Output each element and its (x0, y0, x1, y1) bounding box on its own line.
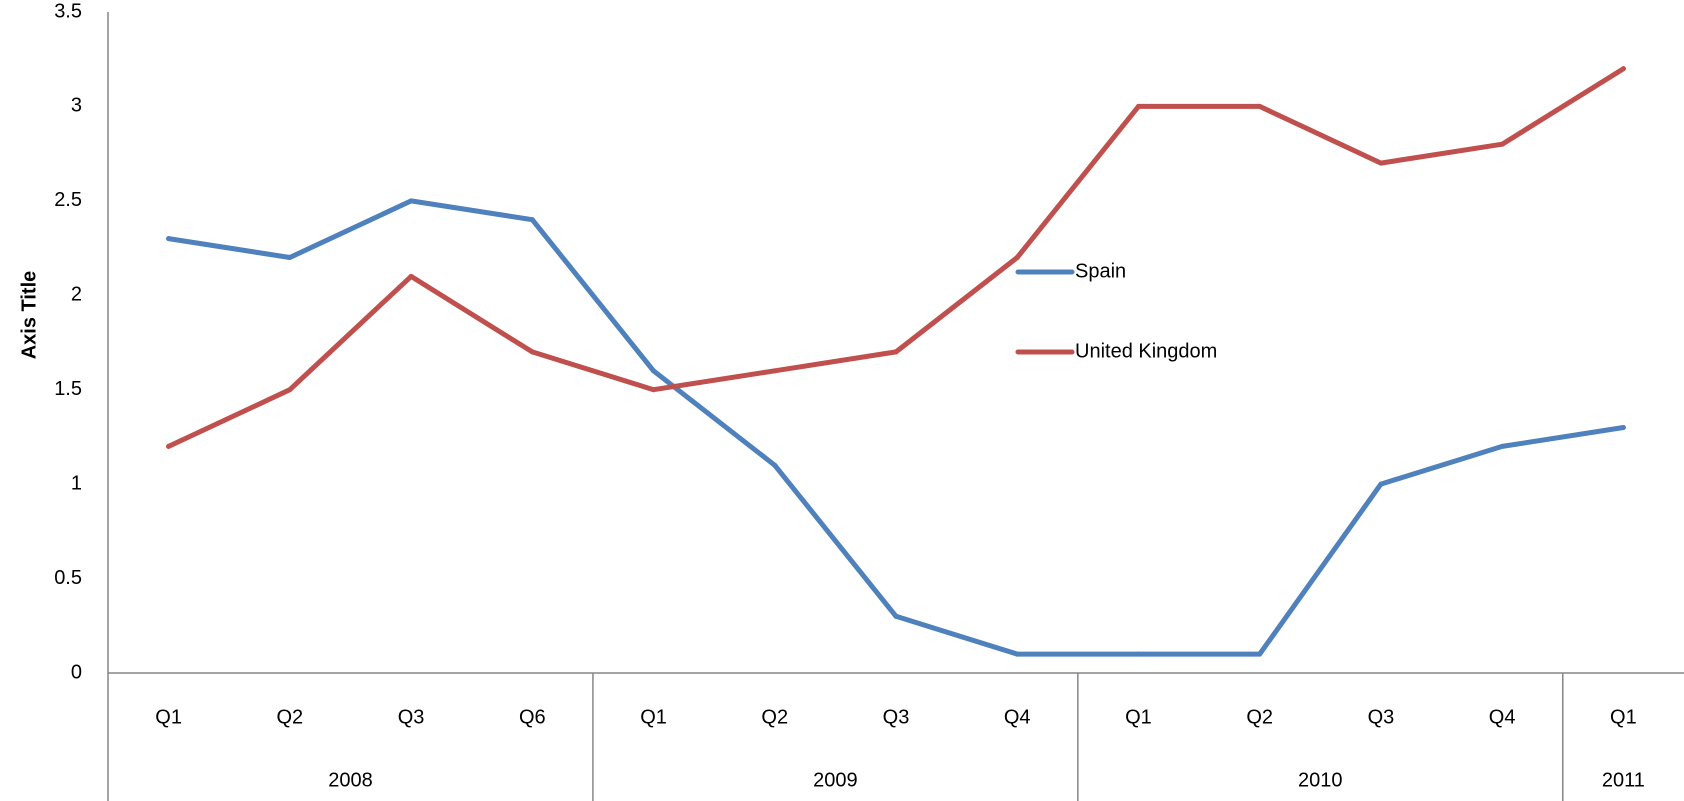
x-group-label: 2009 (813, 769, 858, 791)
y-tick-label: 1 (71, 472, 82, 494)
y-tick-label: 1.5 (54, 378, 82, 400)
data-point (651, 387, 657, 393)
x-tick-label: Q1 (155, 706, 182, 728)
x-tick-label: Q4 (1489, 706, 1516, 728)
data-point (1378, 481, 1384, 487)
data-point (1135, 651, 1141, 657)
x-tick-label: Q3 (1368, 706, 1395, 728)
x-tick-label: Q6 (519, 706, 546, 728)
x-tick-label: Q1 (1610, 706, 1637, 728)
x-group-label: 2010 (1298, 769, 1343, 791)
x-tick-label: Q1 (640, 706, 667, 728)
legend-label: Spain (1075, 260, 1126, 282)
data-point (1135, 103, 1141, 109)
data-point (408, 198, 414, 204)
data-point (651, 368, 657, 374)
data-point (1499, 141, 1505, 147)
data-point (772, 368, 778, 374)
data-point (529, 217, 535, 223)
data-point (772, 462, 778, 468)
data-point (287, 387, 293, 393)
x-tick-label: Q3 (398, 706, 425, 728)
data-point (1257, 651, 1263, 657)
y-axis-ticks: 0 0.5 1 1.5 2 2.5 3 3.5 (54, 0, 82, 683)
data-point (1620, 66, 1626, 72)
x-group-label: 2011 (1602, 769, 1645, 791)
y-tick-label: 2.5 (54, 189, 82, 211)
x-axis-labels: Q1 Q2 Q3 Q6 Q1 Q2 Q3 Q4 Q1 Q2 Q3 Q4 Q1 2008 2009 2010 20… (155, 673, 1645, 801)
data-point (287, 255, 293, 261)
data-point (893, 349, 899, 355)
x-tick-label: Q4 (1004, 706, 1031, 728)
x-tick-label: Q2 (1246, 706, 1273, 728)
data-point (166, 236, 172, 242)
x-tick-label: Q1 (1125, 706, 1152, 728)
data-point (1014, 255, 1020, 261)
x-group-label: 2008 (328, 769, 373, 791)
legend-label: United Kingdom (1075, 340, 1217, 362)
data-point (529, 349, 535, 355)
series-line-united-kingdom (166, 66, 1626, 449)
data-point (1378, 160, 1384, 166)
y-axis-title: Axis Title (18, 271, 40, 360)
series-lines (166, 66, 1626, 657)
data-point (893, 613, 899, 619)
data-point (1014, 651, 1020, 657)
data-point (166, 443, 172, 449)
x-tick-label: Q3 (883, 706, 910, 728)
y-tick-label: 3.5 (54, 0, 82, 22)
axes (107, 12, 1684, 801)
y-tick-label: 0.5 (54, 567, 82, 589)
data-point (1620, 424, 1626, 430)
series-line-spain (166, 198, 1626, 657)
y-tick-label: 0 (71, 661, 82, 683)
y-tick-label: 2 (71, 284, 82, 306)
data-point (1499, 443, 1505, 449)
y-tick-label: 3 (71, 95, 82, 117)
x-tick-label: Q2 (277, 706, 304, 728)
legend: Spain United Kingdom (1015, 260, 1217, 362)
x-tick-label: Q2 (761, 706, 788, 728)
data-point (408, 273, 414, 279)
data-point (1257, 103, 1263, 109)
